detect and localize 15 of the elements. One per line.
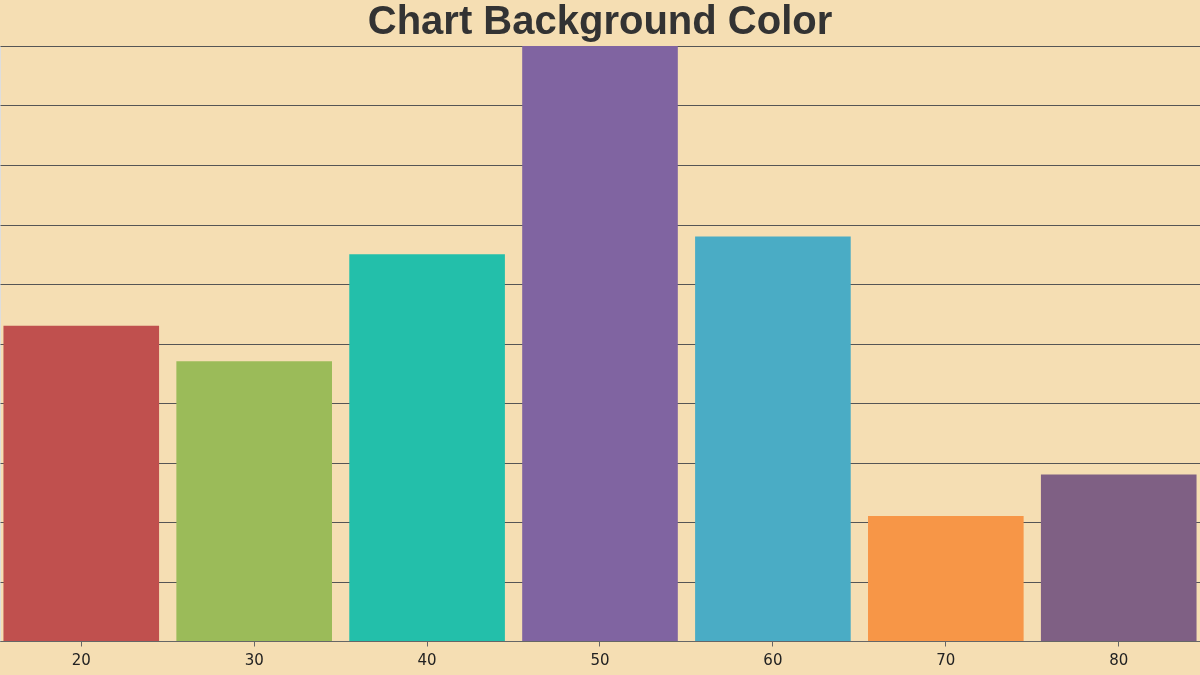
bar [3, 325, 160, 641]
x-tick-label: 60 [763, 650, 783, 669]
x-tick-label: 70 [936, 650, 956, 669]
x-tick-label: 30 [244, 650, 264, 669]
x-tick-label: 40 [417, 650, 437, 669]
bar [522, 46, 678, 641]
x-tick-label: 20 [71, 650, 91, 669]
bar [868, 516, 1024, 641]
bar [349, 254, 505, 641]
x-tick-label: 50 [590, 650, 610, 669]
bar [176, 361, 332, 641]
x-tick-label: 80 [1109, 650, 1129, 669]
bar [695, 236, 851, 641]
bar [1040, 474, 1197, 641]
chart-title: Chart Background Color [367, 0, 833, 42]
